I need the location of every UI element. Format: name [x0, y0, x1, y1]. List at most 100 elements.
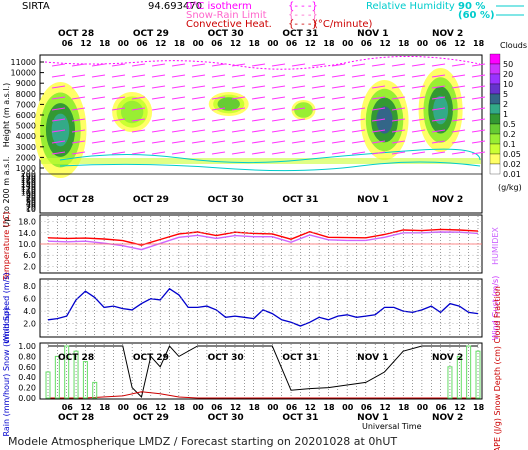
legend-right-value: 90 % [458, 1, 485, 12]
cape-ylabel: CAPE (J/g) Snow Depth (cm) Cloud Fractio… [493, 286, 502, 450]
rain-panel: 1.000.80 0.600.40 0.200.00 [18, 342, 483, 403]
wind-arrow [351, 63, 366, 67]
lower-ytick-label: 20 [26, 203, 36, 212]
bottom-hour-label: 18 [398, 403, 410, 412]
wind-arrow [411, 74, 426, 78]
top-hour-label: 06 [436, 39, 448, 48]
wind-arrow [111, 140, 126, 144]
wind-arrow [431, 63, 446, 67]
wind-arrow [191, 151, 206, 155]
axis-labels: Height (m a.s.l.) Up to 200 m a.s.l.Tempe… [2, 83, 502, 450]
wind-arrow [471, 118, 486, 122]
wind-arrow [311, 140, 326, 144]
wind-arrow [151, 96, 166, 100]
wind-arrow [351, 85, 366, 89]
colorbar-tick: 10 [503, 80, 513, 89]
lower-ytick-label: 160 [21, 177, 36, 186]
cloud-area [433, 95, 449, 125]
wind-arrow [271, 74, 286, 78]
wind-arrow [171, 151, 186, 155]
top-hour-label: 06 [211, 39, 223, 48]
bottom-hour-label: 06 [286, 403, 298, 412]
top-hour-label: 00 [267, 39, 279, 48]
colorbar-swatch [489, 113, 501, 125]
wind-panel-frame [39, 278, 483, 338]
bottom-hour-label: 06 [62, 403, 74, 412]
wind-arrow [251, 107, 266, 111]
cloud-fraction-bar [466, 345, 472, 399]
wind-arrow [111, 118, 126, 122]
cloud-ytick-label: 7000 [16, 100, 36, 109]
top-hour-label: 06 [286, 39, 298, 48]
cloud-fraction-bar [82, 361, 88, 399]
wind-arrow [91, 151, 106, 155]
wind-arrow [111, 129, 126, 133]
wind-series [47, 287, 479, 327]
wind-arrow [391, 118, 406, 122]
cloud-ytick-label: 1000 [16, 164, 36, 173]
colorbar-tick: 50 [503, 60, 513, 69]
wind-arrow [471, 63, 486, 67]
wind-arrow [291, 140, 306, 144]
rain-day-label: OCT 30 [208, 353, 244, 363]
wind-arrow [71, 151, 86, 155]
wind-arrow [231, 129, 246, 133]
wind-arrow [231, 85, 246, 89]
wind-arrow [171, 118, 186, 122]
bottom-day-label: NOV 2 [432, 413, 463, 423]
bottom-hour-label: 12 [454, 403, 465, 412]
wind-arrow [291, 151, 306, 155]
wind-grid [47, 280, 479, 336]
wind-arrow [251, 118, 266, 122]
colorbar-tick: 0.5 [503, 120, 516, 129]
temperature-yaxis: 18.0 14.0 10.0 6.0 2.0 [18, 218, 482, 271]
wind-arrow [91, 96, 106, 100]
wind-arrow [391, 85, 406, 89]
wind-arrow [471, 140, 486, 144]
wind-arrow [471, 96, 486, 100]
wind-arrow [311, 107, 326, 111]
wind-arrow [451, 140, 466, 144]
wind-arrow [291, 85, 306, 89]
bottom-day-label: NOV 1 [357, 413, 388, 423]
wind-arrow [271, 129, 286, 133]
temp-ytick-label: 14.0 [18, 229, 36, 238]
lower-ytick-label: 180 [21, 174, 36, 183]
cloud-fraction-bar [456, 355, 462, 399]
wind-arrow [371, 107, 386, 111]
wind-ytick-label: 8.0 [23, 282, 36, 291]
lower-ytick-label: 190 [21, 172, 36, 181]
top-day-label: OCT 30 [208, 29, 244, 39]
cloud-day-label: OCT 30 [208, 195, 244, 205]
lower-ytick-label: 40 [26, 200, 36, 209]
legend-right-value: (60 %) [458, 10, 495, 21]
wind-arrow [351, 107, 366, 111]
wind-arrow [191, 129, 206, 133]
bottom-time-axis: OCT 28 OCT 29 OCT 30 OCT 31 NOV 1 NOV 206 12 18… [58, 403, 485, 423]
wind-arrow [371, 140, 386, 144]
wind-arrow [371, 85, 386, 89]
wind-arrow [291, 129, 306, 133]
wind-arrow [291, 63, 306, 67]
lower-ytick-label: 80 [26, 192, 36, 201]
wind-arrow [371, 63, 386, 67]
wind-arrow [331, 118, 346, 122]
wind-arrow [151, 85, 166, 89]
wind-arrow [211, 107, 226, 111]
top-time-axis: OCT 28 OCT 29 OCT 30 OCT 31 NOV 1 NOV 206 12 18… [58, 29, 485, 48]
cloud-fraction-bar [45, 371, 51, 399]
colorbar-tick: 0.01 [503, 170, 521, 179]
wind-arrow [211, 74, 226, 78]
wind-arrow [171, 63, 186, 67]
wind-arrow [451, 129, 466, 133]
colorbar-tick: 0.02 [503, 160, 521, 169]
cloud-ytick-label: 2000 [16, 153, 36, 162]
wind-arrow [411, 151, 426, 155]
wind-arrow [431, 129, 446, 133]
wind-arrow [191, 107, 206, 111]
bottom-hour-label: 18 [174, 403, 186, 412]
wind-arrow [131, 85, 146, 89]
colorbar-title: Clouds [500, 41, 527, 50]
wind-arrow [311, 96, 326, 100]
wind-ylabel: Wind Speed (m/s) [2, 272, 11, 343]
